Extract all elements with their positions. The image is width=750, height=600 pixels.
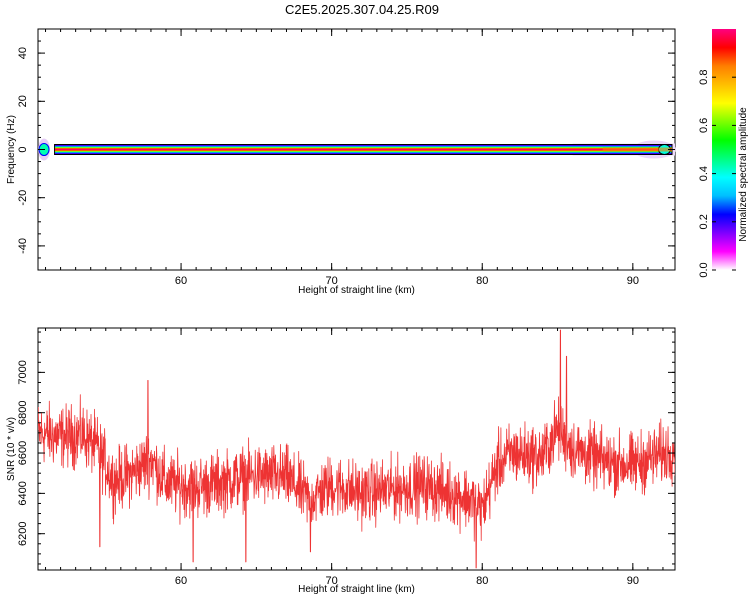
- spectrogram-band-layer: [54, 149, 672, 150]
- snr-axes: 60 70 80 90 6200 6400 6600 6800 7000: [17, 328, 675, 587]
- snr-x-tick-label: 90: [627, 575, 639, 587]
- spectrogram-y-tick-label: 20: [17, 95, 29, 107]
- spectrogram-x-tick-label: 70: [326, 275, 338, 287]
- snr-y-tick-label: 6400: [17, 481, 29, 505]
- spectrogram-y-tick-label: -20: [17, 190, 29, 206]
- snr-series: [38, 329, 675, 569]
- spectrogram-axes: 60 70 80 90 -40 -20 0 20 40: [17, 28, 675, 287]
- snr-x-tick-label: 80: [476, 575, 488, 587]
- snr-y-axis-label: SNR (10 * v/v): [6, 417, 17, 481]
- colorbar-label: Normalized spectral amplitude: [738, 107, 749, 242]
- spectrogram-panel: 60 70 80 90 -40 -20 0 20 40 Height of straight l…: [6, 28, 676, 296]
- spectrogram-band-fade: [602, 147, 672, 152]
- colorbar-tick-label: 0.6: [698, 118, 710, 133]
- figure-title: C2E5.2025.307.04.25.R09: [285, 2, 439, 17]
- colorbar-tick-label: 0.2: [698, 214, 710, 229]
- snr-panel: 60 70 80 90 6200 6400 6600 6800 7000 Height of s…: [6, 327, 676, 595]
- snr-x-tick-label: 70: [326, 575, 338, 587]
- spectrogram-y-axis-label: Frequency (Hz): [6, 115, 17, 184]
- spectrogram-y-tick-label: -40: [17, 238, 29, 254]
- spectrogram-x-axis-label: Height of straight line (km): [298, 285, 415, 296]
- spectrogram-y-tick-label: 40: [17, 47, 29, 59]
- spectrogram-x-tick-label: 60: [175, 275, 187, 287]
- colorbar: 0.0 0.2 0.4 0.6 0.8 Normalized spectral ampl…: [698, 29, 749, 278]
- snr-y-tick-label: 6800: [17, 400, 29, 424]
- colorbar-tick-label: 0.4: [698, 166, 710, 181]
- colorbar-gradient: [712, 29, 736, 270]
- snr-y-tick-label: 6600: [17, 441, 29, 465]
- snr-y-tick-label: 6200: [17, 521, 29, 545]
- colorbar-tick-label: 0.8: [698, 70, 710, 85]
- spectrogram-y-tick-label: 0: [17, 146, 29, 152]
- snr-series-line: [38, 329, 675, 569]
- spectrogram-x-tick-label: 90: [627, 275, 639, 287]
- snr-x-tick-label: 60: [175, 575, 187, 587]
- spectrogram-x-tick-label: 80: [476, 275, 488, 287]
- snr-x-axis-label: Height of straight line (km): [298, 584, 415, 595]
- colorbar-tick-label: 0.0: [698, 262, 710, 277]
- colorbar-ticks: 0.0 0.2 0.4 0.6 0.8: [698, 70, 736, 278]
- snr-y-tick-label: 7000: [17, 360, 29, 384]
